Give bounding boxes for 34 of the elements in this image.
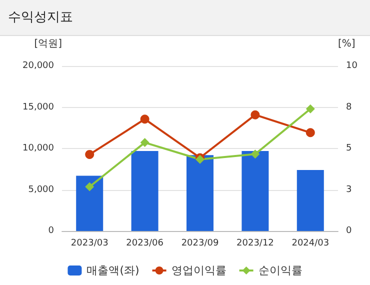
x-tick-label: 2023/09 <box>181 238 219 248</box>
legend-label: 매출액(좌) <box>86 264 140 277</box>
y2-tick-label: 10 <box>346 61 358 71</box>
point <box>250 110 260 120</box>
bar <box>242 150 269 231</box>
bar <box>131 150 158 231</box>
y-tick-label: 20,000 <box>22 61 54 71</box>
legend-label: 영업이익률 <box>171 264 226 277</box>
bar <box>186 155 214 231</box>
chart-title: 수익성지표 <box>0 0 370 36</box>
y2-tick-label: 0 <box>346 226 352 236</box>
x-tick-label: 2023/12 <box>236 238 274 248</box>
y2-tick-label: 3 <box>346 184 352 195</box>
legend-label: 순이익률 <box>258 264 302 277</box>
y-tick-label: 10,000 <box>22 144 54 154</box>
y2-tick-label: 5 <box>346 144 352 154</box>
y2-axis-title: [%] <box>338 38 356 50</box>
point <box>85 150 94 159</box>
y-tick-label: 15,000 <box>22 102 54 112</box>
x-tick-label: 2024/03 <box>292 238 330 248</box>
x-tick-label: 2023/06 <box>126 238 164 248</box>
point <box>306 128 315 138</box>
x-tick-label: 2023/03 <box>70 238 108 248</box>
bar <box>296 170 324 231</box>
point <box>140 114 150 124</box>
y2-tick-label: 8 <box>346 102 352 112</box>
point <box>306 104 315 114</box>
y-axis-title: [억원] <box>34 38 62 50</box>
bar <box>76 176 104 231</box>
point <box>140 138 150 148</box>
y-tick-label: 5,000 <box>28 184 54 195</box>
y-tick-label: 0 <box>48 226 54 236</box>
point <box>250 150 260 159</box>
point <box>85 182 94 192</box>
